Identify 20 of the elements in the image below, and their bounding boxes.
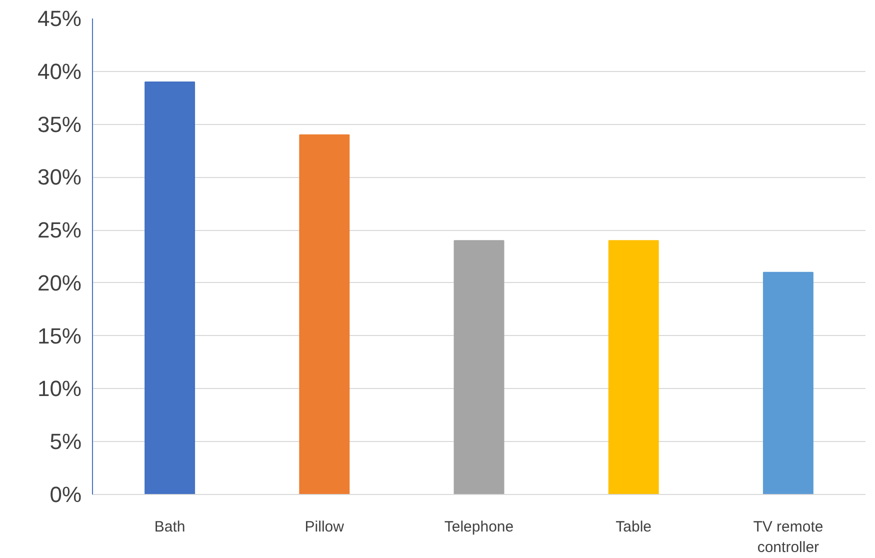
y-tick-label: 30%: [37, 164, 82, 190]
bar: [608, 240, 659, 494]
y-tick-label: 5%: [50, 429, 82, 454]
x-tick-label: Bath: [154, 518, 186, 536]
bar: [762, 272, 814, 494]
x-tick-label: TV remote controller: [753, 518, 824, 556]
bar: [144, 81, 196, 494]
x-tick-label: Pillow: [304, 518, 344, 536]
y-tick-label: 20%: [37, 270, 82, 296]
y-tick-label: 0%: [50, 482, 82, 507]
x-tick-label: Table: [616, 518, 652, 536]
y-tick-label: 10%: [37, 376, 82, 402]
bar: [299, 134, 350, 494]
bar: [454, 240, 504, 494]
x-tick-label: Telephone: [444, 518, 514, 536]
y-tick-label: 35%: [37, 112, 82, 137]
y-tick-label: 45%: [37, 6, 82, 31]
y-tick-label: 40%: [37, 58, 82, 84]
y-tick-label: 25%: [37, 218, 82, 243]
y-tick-label: 15%: [37, 323, 82, 348]
